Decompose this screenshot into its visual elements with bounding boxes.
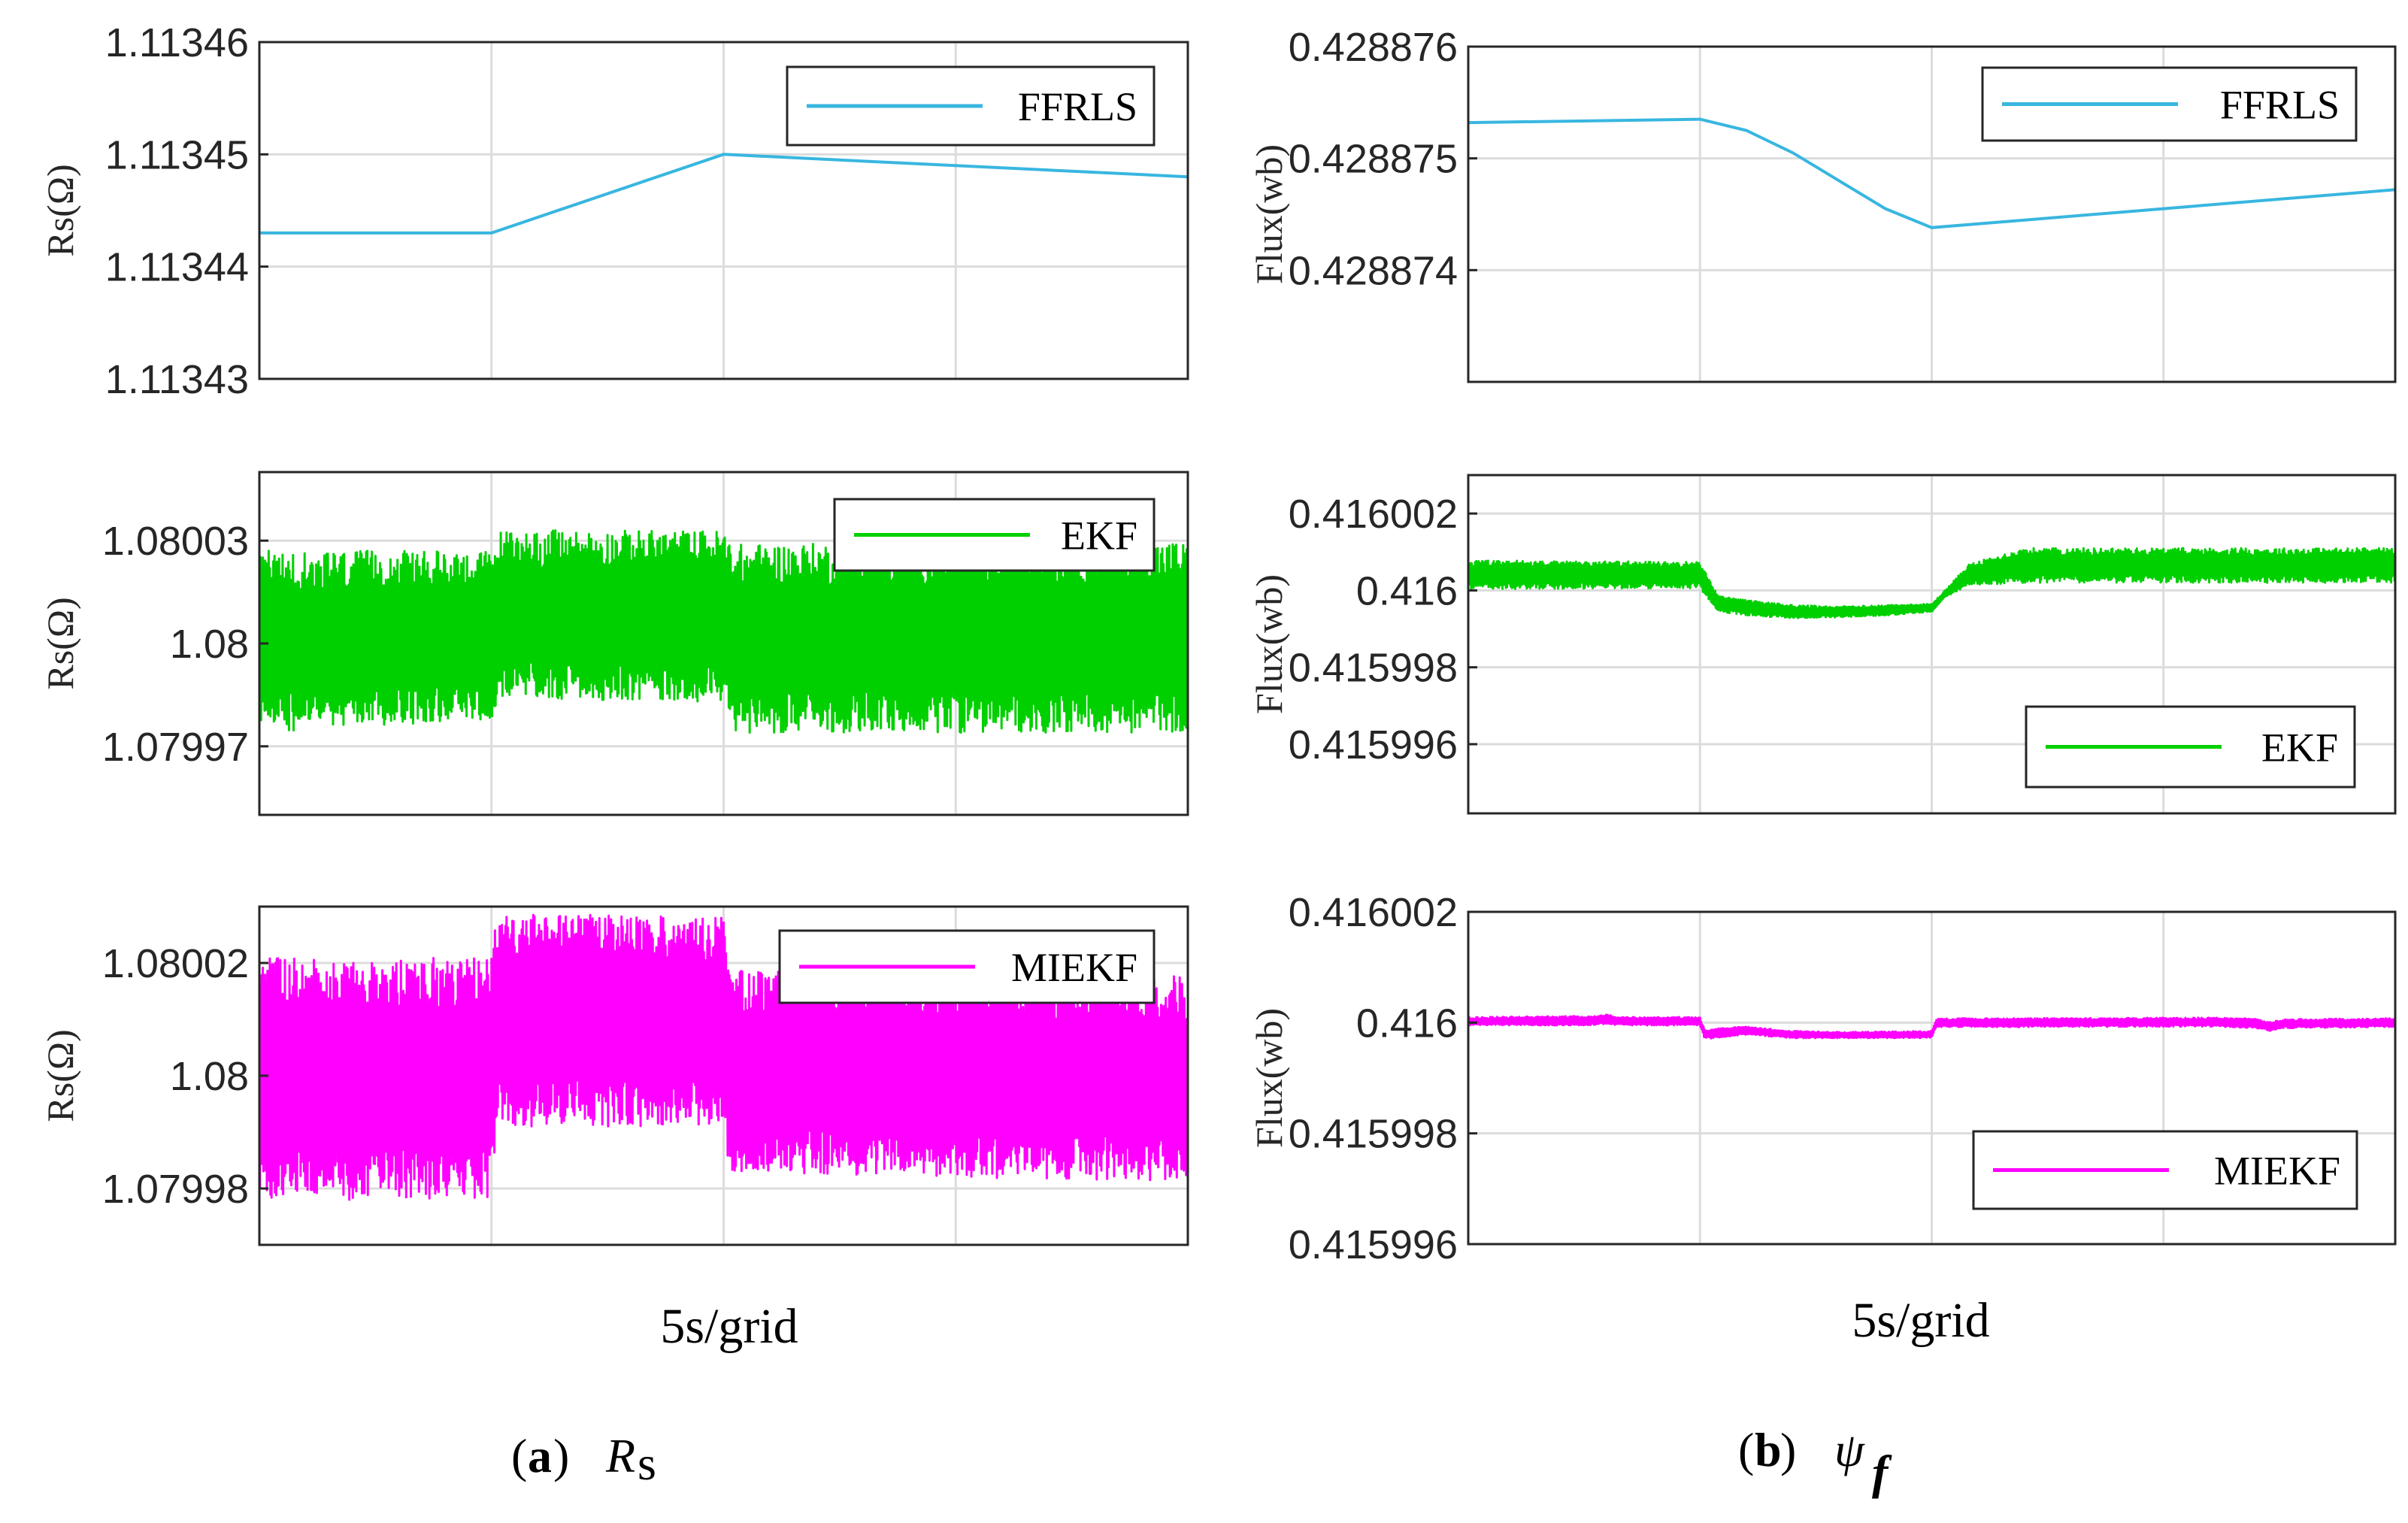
y-tick-label: 0.415998 bbox=[1289, 1112, 1458, 1157]
legend-label: MIEKF bbox=[2214, 1149, 2340, 1194]
caption-a-label: a bbox=[528, 1429, 552, 1482]
axes-frame bbox=[1467, 474, 2397, 815]
legend-label: EKF bbox=[1061, 513, 1137, 559]
x-axis-label: 5s/grid bbox=[660, 1299, 798, 1354]
axes-frame bbox=[258, 41, 1189, 380]
caption-b-open: ( bbox=[1738, 1423, 1754, 1476]
legend: FFRLS bbox=[786, 65, 1156, 147]
y-tick-label: 0.416002 bbox=[1289, 890, 1458, 935]
y-axis-label: Rs(Ω) bbox=[39, 164, 81, 256]
legend-label: MIEKF bbox=[1011, 945, 1137, 990]
y-tick-label: 1.11344 bbox=[105, 245, 249, 290]
caption-b-label: b bbox=[1755, 1423, 1782, 1476]
legend: EKF bbox=[833, 498, 1156, 572]
y-tick-label: 0.428876 bbox=[1289, 25, 1458, 70]
y-axis-label: Rs(Ω) bbox=[39, 597, 81, 689]
legend-label: EKF bbox=[2261, 725, 2338, 771]
y-tick-label: 0.415996 bbox=[1289, 1222, 1458, 1267]
series-line-ffrls bbox=[1468, 117, 2396, 229]
series-band-miekf bbox=[1467, 1013, 2397, 1040]
y-tick-label: 0.415998 bbox=[1289, 646, 1458, 691]
legend-label: FFRLS bbox=[2220, 83, 2340, 128]
series-band-ekf bbox=[1467, 547, 2397, 619]
y-tick-label: 1.08 bbox=[170, 1054, 249, 1099]
caption-b-close: ) bbox=[1780, 1423, 1796, 1476]
caption-a-subscript: s bbox=[638, 1437, 656, 1490]
y-tick-label: 0.416 bbox=[1356, 1001, 1458, 1046]
legend: EKF bbox=[2025, 705, 2356, 789]
y-axis-label: Flux(wb) bbox=[1248, 144, 1290, 284]
y-axis-label: Flux(wb) bbox=[1248, 1008, 1290, 1148]
caption-b: ( b ) ψ f bbox=[1738, 1423, 1892, 1499]
axes-frame bbox=[1467, 910, 2397, 1246]
y-axis-label: Flux(wb) bbox=[1248, 574, 1290, 714]
y-tick-label: 1.11343 bbox=[105, 357, 249, 402]
legend: MIEKF bbox=[778, 929, 1156, 1004]
caption-a-symbol: R bbox=[605, 1429, 635, 1482]
legend-label: FFRLS bbox=[1018, 84, 1137, 129]
legend: FFRLS bbox=[1981, 66, 2358, 142]
chart-panel-b-middle: 0.415996 0.415998 0.416 0.416002 Flux(wb) EKF bbox=[1248, 474, 2397, 815]
y-tick-label: 1.07997 bbox=[102, 725, 249, 770]
chart-panel-b-bottom: 0.415996 0.415998 0.416 0.416002 Flux(wb) MIE… bbox=[1248, 890, 2397, 1348]
axes-frame bbox=[1467, 45, 2397, 383]
y-tick-label: 1.11345 bbox=[105, 132, 249, 177]
chart-panel-b-top: 0.428874 0.428875 0.428876 Flux(wb) FFRLS bbox=[1248, 25, 2397, 383]
y-tick-label: 0.428875 bbox=[1289, 137, 1458, 182]
series-band-ekf bbox=[258, 529, 1189, 734]
x-axis-label: 5s/grid bbox=[1852, 1293, 1989, 1348]
y-tick-label: 1.08003 bbox=[102, 519, 249, 564]
chart-panel-a-top: 1.11343 1.11344 1.11345 1.11346 Rs(Ω) FFRLS bbox=[39, 20, 1189, 402]
y-tick-label: 1.07998 bbox=[102, 1167, 249, 1212]
y-tick-label: 1.08 bbox=[170, 622, 249, 667]
y-tick-label: 1.08002 bbox=[102, 941, 249, 986]
caption-a-close: ) bbox=[553, 1429, 569, 1482]
legend: MIEKF bbox=[1972, 1130, 2358, 1210]
series-band-miekf bbox=[258, 913, 1189, 1201]
chart-panel-a-bottom: 1.07998 1.08 1.08002 Rs(Ω) MIEKF 5s/grid bbox=[39, 905, 1189, 1354]
y-tick-label: 0.416 bbox=[1356, 568, 1458, 613]
caption-a: ( a ) R s bbox=[511, 1429, 656, 1490]
chart-panel-a-middle: 1.07997 1.08 1.08003 Rs(Ω) EKF bbox=[39, 471, 1189, 816]
y-tick-label: 1.11346 bbox=[105, 20, 249, 65]
caption-b-symbol: ψ bbox=[1834, 1423, 1865, 1476]
y-tick-label: 0.415996 bbox=[1289, 722, 1458, 768]
y-axis-label: Rs(Ω) bbox=[39, 1029, 81, 1122]
series-line-ffrls bbox=[259, 153, 1189, 235]
y-tick-label: 0.416002 bbox=[1289, 492, 1458, 537]
caption-b-subscript: f bbox=[1872, 1446, 1892, 1499]
caption-a-open: ( bbox=[511, 1429, 527, 1482]
y-tick-label: 0.428874 bbox=[1289, 248, 1458, 293]
